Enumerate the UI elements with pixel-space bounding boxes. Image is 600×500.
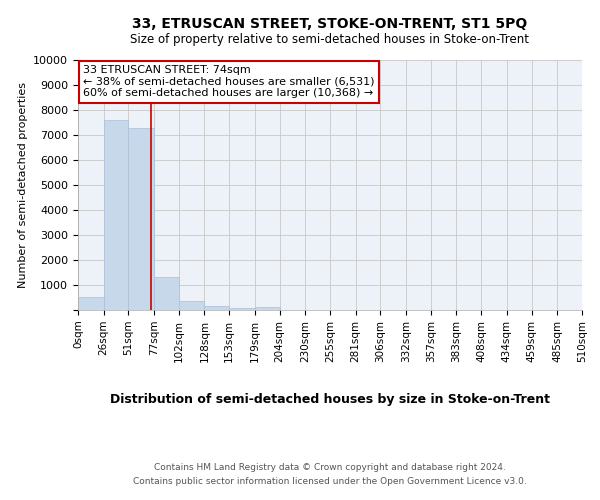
- Y-axis label: Number of semi-detached properties: Number of semi-detached properties: [18, 82, 28, 288]
- Bar: [179, 301, 205, 310]
- Bar: [229, 308, 255, 310]
- Text: 33 ETRUSCAN STREET: 74sqm
← 38% of semi-detached houses are smaller (6,531)
60% : 33 ETRUSCAN STREET: 74sqm ← 38% of semi-…: [83, 65, 374, 98]
- Text: 33, ETRUSCAN STREET, STOKE-ON-TRENT, ST1 5PQ: 33, ETRUSCAN STREET, STOKE-ON-TRENT, ST1…: [133, 18, 527, 32]
- Text: Contains HM Land Registry data © Crown copyright and database right 2024.: Contains HM Land Registry data © Crown c…: [154, 462, 506, 471]
- Text: Size of property relative to semi-detached houses in Stoke-on-Trent: Size of property relative to semi-detach…: [131, 32, 530, 46]
- Bar: [154, 276, 179, 310]
- Text: Contains public sector information licensed under the Open Government Licence v3: Contains public sector information licen…: [133, 478, 527, 486]
- Text: Distribution of semi-detached houses by size in Stoke-on-Trent: Distribution of semi-detached houses by …: [110, 392, 550, 406]
- Bar: [205, 306, 229, 310]
- Bar: [255, 307, 280, 310]
- Bar: [104, 120, 128, 310]
- Bar: [128, 128, 154, 310]
- Bar: [78, 296, 104, 310]
